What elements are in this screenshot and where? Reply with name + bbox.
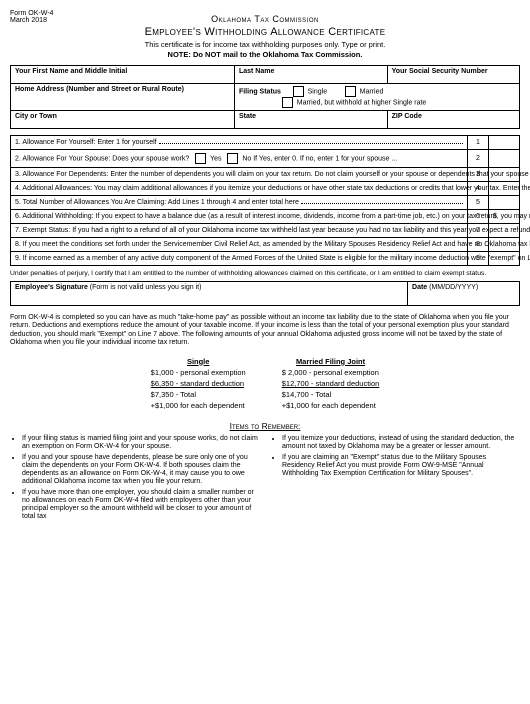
amount-cell: $7,350 - Total — [133, 389, 264, 400]
line-5-text: 5. Total Number of Allowances You Are Cl… — [11, 196, 468, 210]
list-item: If your filing status is married filing … — [22, 435, 260, 451]
list-item: If you have more than one employer, you … — [22, 489, 260, 521]
married-label: Married — [360, 88, 384, 95]
amounts-table: Single Married Filing Joint $1,000 - per… — [133, 356, 398, 411]
address-cell[interactable]: Home Address (Number and Street or Rural… — [11, 84, 235, 111]
single-header: Single — [133, 356, 264, 367]
spouse-work-yes-checkbox[interactable] — [195, 153, 206, 164]
married-checkbox[interactable] — [345, 86, 356, 97]
line-5-num: 5 — [468, 196, 489, 210]
agency-name: Oklahoma Tax Commission — [10, 14, 520, 24]
items-left-list: If your filing status is married filing … — [10, 435, 260, 524]
items-right-list: If you itemize your deductions, instead … — [270, 435, 520, 524]
form-subtitle: This certificate is for income tax withh… — [10, 40, 520, 49]
date-cell[interactable]: Date (MM/DD/YYYY) — [408, 282, 520, 306]
line-2-num: 2 — [468, 150, 489, 168]
amount-cell: +$1,000 for each dependent — [264, 400, 398, 411]
allowance-table: 1. Allowance For Yourself: Enter 1 for y… — [10, 135, 520, 266]
line-8-text: 8. If you meet the conditions set forth … — [11, 238, 468, 252]
line-3-text: 3. Allowance For Dependents: Enter the n… — [11, 168, 468, 182]
single-checkbox[interactable] — [293, 86, 304, 97]
list-item: If you itemize your deductions, instead … — [282, 435, 520, 451]
items-header: Items to Remember: — [10, 421, 520, 431]
line-1-value[interactable] — [489, 136, 520, 150]
amount-cell: $6,350 - standard deduction — [133, 378, 264, 389]
list-item: If you are claiming an "Exempt" status d… — [282, 454, 520, 478]
last-name-cell[interactable]: Last Name — [234, 66, 387, 84]
filing-status-label: Filing Status — [239, 88, 281, 95]
signature-table: Employee's Signature (Form is not valid … — [10, 281, 520, 306]
line-9-text: 9. If income earned as a member of any a… — [11, 252, 468, 266]
state-cell[interactable]: State — [234, 111, 387, 129]
line-6-text: 6. Additional Withholding: If you expect… — [11, 210, 468, 224]
amount-cell: $ 2,000 - personal exemption — [264, 367, 398, 378]
form-note: NOTE: Do NOT mail to the Oklahoma Tax Co… — [10, 50, 520, 59]
line-4-text: 4. Additional Allowances: You may claim … — [11, 182, 468, 196]
line-7-text: 7. Exempt Status: If you had a right to … — [11, 224, 468, 238]
amount-cell: $1,000 - personal exemption — [133, 367, 264, 378]
married-higher-checkbox[interactable] — [282, 97, 293, 108]
list-item: If you and your spouse have dependents, … — [22, 454, 260, 486]
line-2-text: 2. Allowance For Your Spouse: Does your … — [11, 150, 468, 168]
zip-cell[interactable]: ZIP Code — [387, 111, 519, 129]
line-1-text: 1. Allowance For Yourself: Enter 1 for y… — [11, 136, 468, 150]
married-higher-label: Married, but withhold at higher Single r… — [297, 99, 427, 106]
yes-label: Yes — [210, 155, 221, 162]
signature-cell[interactable]: Employee's Signature (Form is not valid … — [11, 282, 408, 306]
ssn-cell[interactable]: Your Social Security Number — [387, 66, 519, 84]
identity-grid: Your First Name and Middle Initial Last … — [10, 65, 520, 129]
city-cell[interactable]: City or Town — [11, 111, 235, 129]
amount-cell: $12,700 - standard deduction — [264, 378, 398, 389]
first-name-cell[interactable]: Your First Name and Middle Initial — [11, 66, 235, 84]
amount-cell: $14,700 - Total — [264, 389, 398, 400]
spouse-work-no-checkbox[interactable] — [227, 153, 238, 164]
line-1-num: 1 — [468, 136, 489, 150]
items-columns: If your filing status is married filing … — [10, 435, 520, 524]
mfj-header: Married Filing Joint — [264, 356, 398, 367]
form-date: March 2018 — [10, 17, 53, 24]
form-title: Employee's Withholding Allowance Certifi… — [10, 26, 520, 38]
single-label: Single — [308, 88, 327, 95]
line-5-value[interactable] — [489, 196, 520, 210]
form-id: Form OK-W-4 — [10, 10, 53, 17]
amount-cell: +$1,000 for each dependent — [133, 400, 264, 411]
no-label: No — [242, 155, 251, 162]
filing-status-cell: Filing Status Single Married Married, bu… — [234, 84, 519, 111]
explanation-paragraph: Form OK-W-4 is completed so you can have… — [10, 314, 520, 348]
line-2-value[interactable] — [489, 150, 520, 168]
perjury-statement: Under penalties of perjury, I certify th… — [10, 270, 520, 277]
